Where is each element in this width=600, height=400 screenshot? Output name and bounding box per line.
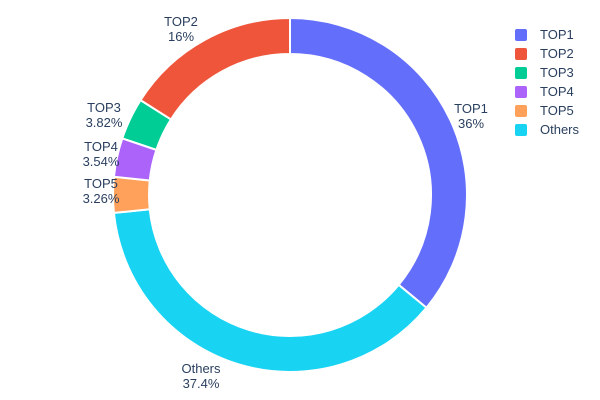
slice-label-name: TOP4 [84, 139, 118, 154]
legend-label: Others [540, 122, 580, 137]
legend-label: TOP2 [540, 46, 574, 61]
slice-label-name: TOP5 [84, 176, 118, 191]
slice-label-name: TOP1 [454, 101, 488, 116]
legend-item-others[interactable]: Others [515, 120, 579, 139]
legend-swatch-icon [515, 28, 527, 41]
pie-slice-others[interactable] [112, 208, 428, 373]
slice-label-top2: TOP2 16% [164, 14, 198, 44]
pie-slice-top2[interactable] [139, 17, 291, 121]
slice-label-top4: TOP4 3.54% [83, 139, 120, 169]
legend-item-top3[interactable]: TOP3 [515, 63, 579, 82]
legend-item-top4[interactable]: TOP4 [515, 82, 579, 101]
legend-label: TOP4 [540, 84, 574, 99]
slice-label-top3: TOP3 3.82% [86, 100, 123, 130]
legend-item-top2[interactable]: TOP2 [515, 44, 579, 63]
legend-swatch-icon [515, 85, 527, 98]
legend-label: TOP1 [540, 27, 574, 42]
legend-swatch-icon [515, 66, 527, 79]
legend-item-top1[interactable]: TOP1 [515, 25, 579, 44]
legend-label: TOP3 [540, 65, 574, 80]
legend: TOP1 TOP2 TOP3 TOP4 TOP5 Others [515, 25, 579, 139]
slice-label-name: Others [181, 361, 221, 376]
slice-label-others: Others 37.4% [181, 361, 221, 391]
slice-label-percent: 37.4% [183, 376, 220, 391]
slice-label-percent: 36% [458, 116, 484, 131]
legend-swatch-icon [515, 104, 527, 117]
slice-label-name: TOP3 [87, 100, 121, 115]
slice-label-percent: 3.54% [83, 154, 120, 169]
legend-item-top5[interactable]: TOP5 [515, 101, 579, 120]
slice-label-top1: TOP1 36% [454, 101, 488, 131]
slice-label-percent: 16% [168, 29, 194, 44]
legend-swatch-icon [515, 123, 527, 136]
slice-label-percent: 3.82% [86, 115, 123, 130]
slice-label-percent: 3.26% [83, 191, 120, 206]
slice-label-top5: TOP5 3.26% [83, 176, 120, 206]
pie-slice-top1[interactable] [289, 17, 468, 309]
legend-label: TOP5 [540, 103, 574, 118]
legend-swatch-icon [515, 47, 527, 60]
slice-label-name: TOP2 [164, 14, 198, 29]
